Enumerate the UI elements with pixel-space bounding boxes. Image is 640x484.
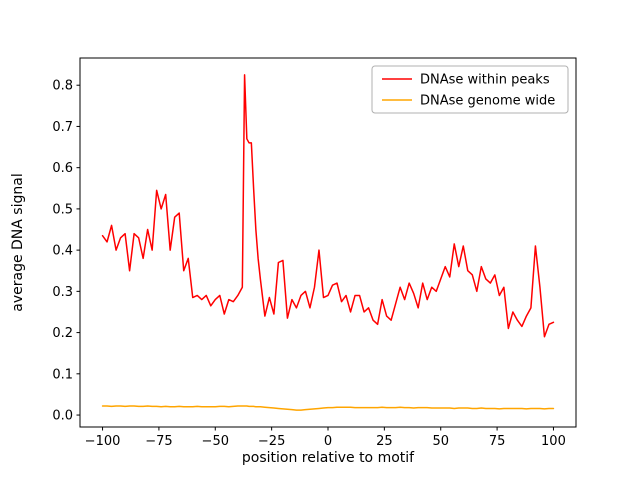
y-tick-label: 0.5 bbox=[52, 202, 73, 217]
x-tick-label: −75 bbox=[145, 434, 172, 449]
series-line-dnase-within-peaks bbox=[101, 74, 555, 338]
y-tick-label: 0.4 bbox=[52, 244, 73, 259]
series-line-dnase-genome-wide bbox=[101, 405, 555, 411]
series-group bbox=[101, 74, 555, 411]
x-tick-label: −50 bbox=[202, 434, 229, 449]
y-axis-ticks: 0.0 0.1 0.2 0.3 0.4 0.5 0.6 0.7 0.8 bbox=[52, 79, 80, 424]
x-tick-label: 100 bbox=[541, 434, 566, 449]
x-tick-label: −25 bbox=[258, 434, 285, 449]
x-tick-label: 50 bbox=[432, 434, 449, 449]
y-tick-label: 0.3 bbox=[52, 285, 73, 300]
x-tick-label: −100 bbox=[85, 434, 121, 449]
y-tick-label: 0.8 bbox=[52, 79, 73, 94]
x-tick-label: 75 bbox=[489, 434, 506, 449]
y-tick-label: 0.1 bbox=[52, 367, 73, 382]
y-tick-label: 0.6 bbox=[52, 161, 73, 176]
y-tick-label: 0.0 bbox=[52, 409, 73, 424]
legend-entry-label: DNAse within peaks bbox=[420, 73, 550, 88]
y-tick-label: 0.2 bbox=[52, 326, 73, 341]
legend: DNAse within peaks DNAse genome wide bbox=[371, 65, 569, 114]
y-tick-label: 0.7 bbox=[52, 120, 73, 135]
legend-box bbox=[371, 65, 569, 114]
x-axis-label: position relative to motif bbox=[242, 450, 415, 466]
x-axis-ticks: −100 −75 −50 −25 0 25 50 75 100 bbox=[85, 427, 566, 449]
x-tick-label: 25 bbox=[376, 434, 393, 449]
x-tick-label: 0 bbox=[324, 434, 332, 449]
legend-entry-label: DNAse genome wide bbox=[420, 94, 555, 109]
y-axis-label: average DNA signal bbox=[10, 173, 26, 311]
